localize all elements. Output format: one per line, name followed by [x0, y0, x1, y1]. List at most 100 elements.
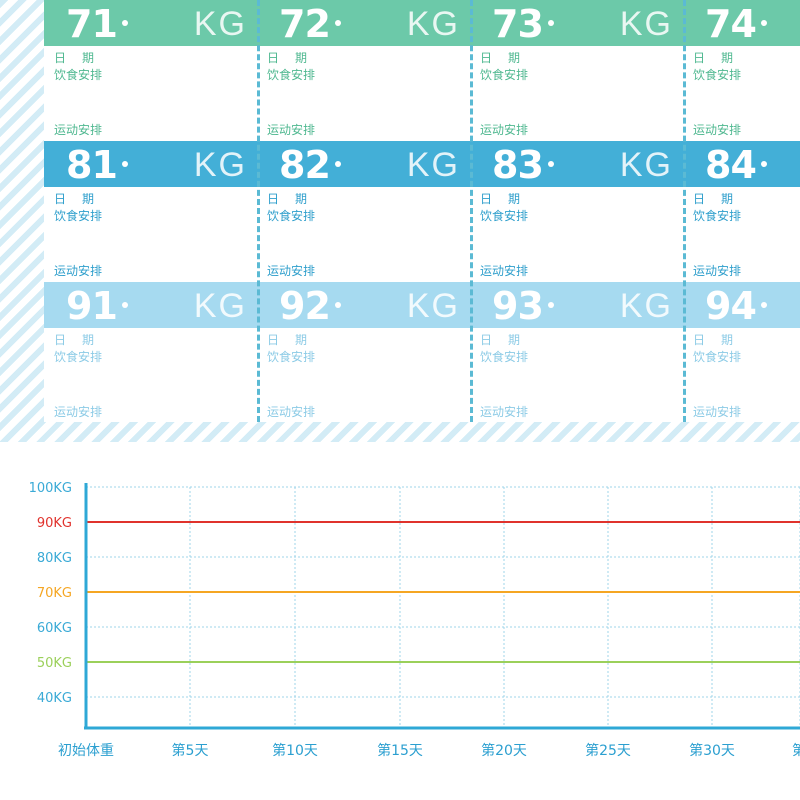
card-weight-number: 91 [66, 284, 118, 328]
card-unit-label: KG [406, 287, 460, 325]
card-exercise-label: 运动安排 [693, 123, 742, 137]
card-exercise-label: 运动安排 [693, 405, 742, 419]
x-tick-label: 第20天 [481, 742, 527, 759]
card-exercise-label: 运动安排 [480, 264, 529, 278]
dot-icon [548, 20, 554, 26]
y-tick-label: 70KG [37, 586, 72, 601]
card-unit-label: KG [193, 5, 247, 43]
card-diet-label: 饮食安排 [267, 350, 316, 364]
card-weight-number: 81 [66, 143, 118, 187]
card-unit-label: KG [619, 5, 673, 43]
dot-icon [548, 161, 554, 167]
card-weight-number: 74 [705, 2, 757, 46]
weight-card-74: 74 日期饮食安排运动安排 [683, 0, 800, 141]
card-weight-number: 71 [66, 2, 118, 46]
card-exercise-label: 运动安排 [480, 123, 529, 137]
y-tick-label: 40KG [37, 691, 72, 706]
card-exercise-label: 运动安排 [267, 264, 316, 278]
dot-icon [761, 302, 767, 308]
band-row-91 [44, 282, 800, 328]
card-exercise-label: 运动安排 [54, 264, 103, 278]
card-diet-label: 饮食安排 [480, 68, 529, 82]
dot-icon [335, 161, 341, 167]
card-date-label: 日期 [480, 51, 537, 65]
y-tick-label: 80KG [37, 551, 72, 566]
card-diet-label: 饮食安排 [693, 350, 742, 364]
card-diet-label: 饮食安排 [54, 209, 103, 223]
card-diet-label: 饮食安排 [54, 350, 103, 364]
weight-card-grid: 71 KG 日期 饮食安排 运动安排 72 KG 日期 饮食安排 运动安排 73 KG 日期 饮食安排 运动… [44, 0, 800, 422]
card-exercise-label: 运动安排 [267, 405, 316, 419]
weight-card-93: 93 KG 日期 饮食安排 运动安排 [470, 282, 683, 423]
weight-card-83: 83 KG 日期饮食安排运动安排 [470, 141, 683, 282]
y-tick-label: 60KG [37, 621, 72, 636]
weight-card-73: 73 KG 日期饮食安排运动安排 [470, 0, 683, 141]
dot-icon [122, 20, 128, 26]
weight-card-71: 71 KG 日期饮食安排运动安排 [44, 0, 257, 141]
card-diet-label: 饮食安排 [267, 68, 316, 82]
y-tick-label: 50KG [37, 656, 72, 671]
y-tick-label: 100KG [29, 481, 72, 496]
weight-card-84: 84 日期饮食安排运动安排 [683, 141, 800, 282]
card-exercise-label: 运动安排 [54, 123, 103, 137]
card-date-label: 日期 [54, 51, 111, 65]
card-weight-number: 93 [492, 284, 544, 328]
card-unit-label: KG [406, 146, 460, 184]
band-row-71 [44, 0, 800, 46]
weight-card-81: 81 KG 日期饮食安排运动安排 [44, 141, 257, 282]
x-tick-label: 第 [792, 742, 800, 759]
card-date-label: 日期 [693, 333, 750, 347]
card-unit-label: KG [193, 146, 247, 184]
card-weight-number: 94 [705, 284, 757, 328]
card-weight-number: 84 [705, 143, 757, 187]
weight-progress-chart: 100KG 90KG 80KG 70KG 60KG 50KG 40KG 初始体重 第5天 第10天… [29, 481, 800, 759]
dot-icon [335, 302, 341, 308]
card-exercise-label: 运动安排 [693, 264, 742, 278]
card-diet-label: 饮食安排 [480, 350, 529, 364]
card-diet-label: 饮食安排 [54, 68, 103, 82]
card-date-label: 日期 [480, 192, 537, 206]
card-diet-label: 饮食安排 [693, 209, 742, 223]
card-weight-number: 72 [279, 2, 331, 46]
dot-icon [122, 302, 128, 308]
dot-icon [548, 302, 554, 308]
x-tick-label: 初始体重 [58, 742, 114, 759]
weight-card-91: 91 KG 日期饮食安排运动安排 [44, 282, 257, 423]
dot-icon [761, 161, 767, 167]
card-unit-label: KG [193, 287, 247, 325]
card-date-label: 日期 [54, 192, 111, 206]
dot-icon [335, 20, 341, 26]
weight-card-72: 72 KG 日期饮食安排运动安排 [257, 0, 470, 141]
card-weight-number: 82 [279, 143, 331, 187]
dot-icon [122, 161, 128, 167]
weight-card-82: 82 KG 日期饮食安排运动安排 [257, 141, 470, 282]
x-tick-label: 第5天 [172, 742, 209, 759]
card-date-label: 日期 [267, 51, 324, 65]
card-exercise-label: 运动安排 [54, 405, 103, 419]
x-tick-label: 第15天 [377, 742, 423, 759]
card-unit-label: KG [619, 146, 673, 184]
card-date-label: 日期 [693, 192, 750, 206]
card-diet-label: 饮食安排 [267, 209, 316, 223]
card-exercise-label: 运动安排 [480, 405, 529, 419]
card-diet-label: 饮食安排 [693, 68, 742, 82]
card-date-label: 日期 [54, 333, 111, 347]
card-date-label: 日期 [267, 333, 324, 347]
y-tick-label: 90KG [37, 516, 72, 531]
card-weight-number: 73 [492, 2, 544, 46]
card-date-label: 日期 [693, 51, 750, 65]
card-diet-label: 饮食安排 [480, 209, 529, 223]
weight-card-94: 94 日期饮食安排运动安排 [683, 282, 800, 423]
card-date-label: 日期 [480, 333, 537, 347]
weight-card-92: 92 KG 日期饮食安排运动安排 [257, 282, 470, 423]
card-weight-number: 83 [492, 143, 544, 187]
card-date-label: 日期 [267, 192, 324, 206]
card-unit-label: KG [406, 5, 460, 43]
card-exercise-label: 运动安排 [267, 123, 316, 137]
card-weight-number: 92 [279, 284, 331, 328]
column-divider [257, 0, 260, 422]
x-tick-label: 第10天 [272, 742, 318, 759]
column-divider [470, 0, 473, 422]
x-tick-label: 第25天 [585, 742, 631, 759]
column-divider [683, 0, 686, 422]
